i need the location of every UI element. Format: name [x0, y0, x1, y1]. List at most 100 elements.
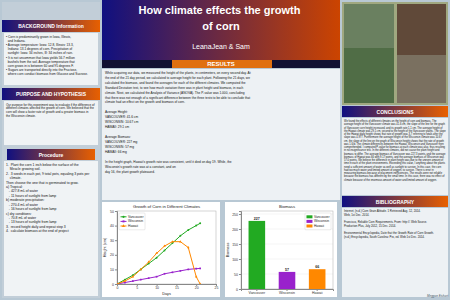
text-line: 3. record height daily and repeat step 3	[6, 225, 67, 229]
series-marker	[156, 276, 158, 278]
text-line: the Wisconsin climate.	[6, 114, 36, 118]
y-tick-label: 100	[232, 258, 238, 262]
chart-background	[102, 202, 220, 297]
chart-title: Biomass	[279, 204, 295, 209]
series-marker	[172, 271, 174, 273]
text-line: climate.	[6, 176, 22, 180]
section-title: Procedure	[39, 152, 64, 158]
y-tick-mark	[239, 259, 241, 260]
x-axis: 0510152025	[117, 284, 219, 290]
text-box	[342, 208, 448, 297]
legend-label: Vancouver	[128, 215, 144, 219]
text-box	[102, 69, 340, 200]
text-line: calculated the biomass, and found the av…	[105, 81, 246, 85]
plot-marks	[117, 222, 201, 284]
section-header	[7, 149, 95, 160]
y-tick: 10	[110, 268, 117, 272]
text-line: Wisconsin's growth rate was at a constan…	[105, 165, 177, 169]
series-marker	[195, 268, 197, 270]
series-marker	[195, 275, 198, 277]
text-line: WISCONSIN: 10.67 cm	[105, 120, 139, 124]
series-marker	[199, 222, 201, 224]
text-line: Average Height:	[105, 110, 129, 114]
y-tick-label: 20	[110, 253, 114, 257]
text-line: Then choose the one that is germinated t…	[6, 181, 80, 185]
x-tick: 25	[215, 284, 219, 290]
y-tick: 100	[232, 258, 241, 262]
text-line: - 13 hours of sunlight from lamp	[6, 220, 57, 224]
legend-swatch	[121, 216, 127, 217]
series-marker	[163, 245, 166, 247]
x-axis-title: Days	[162, 292, 171, 296]
section-header	[342, 106, 448, 117]
series-marker	[117, 282, 118, 284]
series-marker	[132, 280, 134, 282]
y-tick: 20	[110, 253, 117, 257]
y-tick: 200	[232, 228, 241, 232]
y-tick-label: 0	[236, 288, 238, 292]
y-tick-label: 250	[232, 213, 238, 217]
panel	[2, 2, 100, 298]
plot-marks	[249, 221, 326, 289]
legend-label: Wisconsin	[128, 219, 143, 223]
text-line: In the height graph, Hawaii's growth rat…	[105, 160, 232, 164]
text-line: 1. Plant the corn 1 inch below the surfa…	[6, 163, 80, 167]
data-label: 227	[254, 217, 260, 221]
text-block: • Corn is predominantly grown in Iowa, I…	[6, 35, 88, 76]
text-line: climate because of the enormous amount o…	[344, 178, 437, 182]
text-line: Miracle growing soil.	[6, 167, 41, 171]
data-label: 66	[315, 265, 319, 269]
y-tick: 150	[232, 243, 241, 247]
x-tick: 15	[175, 284, 179, 290]
y-tick-label: 30	[110, 239, 114, 243]
section-title: CONCLUSIONS	[377, 109, 415, 115]
x-tick: 5	[136, 284, 138, 290]
chart-background	[225, 202, 337, 297]
text-line: Standard Deviation test, to see how much…	[105, 86, 244, 90]
x-tick-label: 10	[155, 286, 159, 290]
legend-box	[119, 213, 145, 230]
legend-label: Hawaii	[314, 224, 324, 228]
x-tick: 10	[155, 284, 159, 290]
series-marker	[164, 273, 166, 275]
legend-label: Wisconsin	[314, 219, 329, 223]
text-line: 4. calculate biomass at the end of proje…	[6, 229, 69, 233]
text-box	[4, 33, 98, 85]
text-line: - 16 hours of sunlight from lamp	[6, 207, 57, 211]
series-marker	[132, 275, 135, 277]
text-line: While acquiring our data, we measured th…	[105, 71, 251, 75]
y-tick-mark	[239, 274, 241, 275]
y-tick: 0	[236, 288, 241, 292]
subtitle: LeanaJean & Sam	[192, 43, 250, 50]
series-line	[117, 242, 200, 284]
legend-marker	[123, 220, 125, 222]
section-header	[2, 88, 100, 100]
chart-title: Growth of Corn in Different Climates	[133, 204, 200, 209]
y-tick-mark	[115, 255, 117, 256]
legend-swatch	[121, 221, 127, 222]
text-line: - 427.8 mL of water	[6, 189, 39, 193]
text-line: (n.d.) Encyclopedia, South Carolina: Pro…	[344, 235, 425, 239]
legend-marker	[122, 216, 124, 218]
series-marker	[156, 257, 158, 259]
text-line: - 70.8 mL of water	[6, 216, 37, 220]
y-axis: 01020304050	[110, 210, 117, 287]
y-tick-mark	[115, 211, 117, 212]
title-banner	[102, 0, 340, 60]
text-line: climate. Next, we calculated the Analysi…	[105, 91, 245, 95]
y-axis-line	[239, 212, 242, 290]
x-tick-label: 15	[175, 286, 179, 290]
text-line: where corn conduct biomass from Glucose …	[6, 72, 88, 76]
y-tick-mark	[115, 226, 117, 227]
series-marker	[147, 261, 150, 263]
series-marker	[148, 277, 150, 279]
section-title: RESULTS	[207, 61, 235, 67]
legend-swatch	[306, 220, 312, 223]
y-axis-line	[115, 212, 118, 285]
series-marker	[195, 225, 197, 227]
y-tick-mark	[239, 244, 241, 245]
text-line: How climate effects the growth	[138, 4, 303, 16]
y-tick-label: 150	[232, 243, 238, 247]
legend: VancouverWisconsinHawaii	[305, 213, 331, 230]
series-marker	[179, 270, 181, 272]
